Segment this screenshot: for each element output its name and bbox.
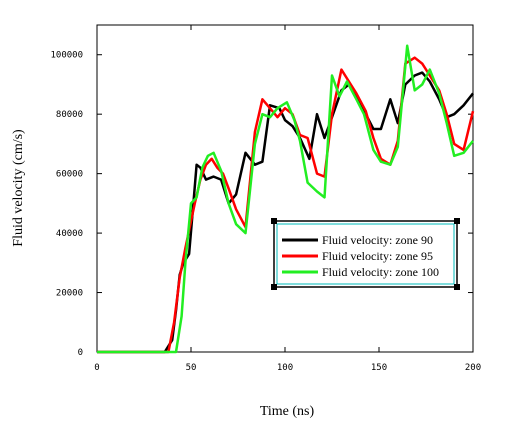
- legend-box-outer: [273, 220, 458, 288]
- x-tick-label: 200: [465, 363, 481, 373]
- x-axis-label: Time (ns): [260, 404, 315, 419]
- legend-box-inner: [276, 223, 455, 285]
- y-tick-label: 100000: [50, 51, 83, 61]
- x-tick-label: 150: [371, 363, 387, 373]
- legend-label-zone-95: Fluid velocity: zone 95: [322, 249, 433, 263]
- y-axis-label: Fluid velocity (cm/s): [11, 129, 26, 247]
- y-tick-label: 0: [78, 348, 83, 358]
- x-tick-label: 100: [277, 363, 293, 373]
- legend-label-zone-90: Fluid velocity: zone 90: [322, 233, 433, 247]
- y-tick-label: 20000: [56, 289, 83, 299]
- legend: Fluid velocity: zone 90 Fluid velocity: …: [271, 218, 460, 290]
- legend-handle[interactable]: [454, 218, 460, 224]
- y-tick-label: 40000: [56, 229, 83, 239]
- y-tick-label: 80000: [56, 110, 83, 120]
- x-tick-label: 50: [186, 363, 197, 373]
- series-line-2: [97, 44, 474, 354]
- legend-label-zone-100: Fluid velocity: zone 100: [322, 265, 439, 279]
- y-tick-label: 60000: [56, 170, 83, 180]
- legend-handle[interactable]: [271, 284, 277, 290]
- series-lines: [97, 44, 475, 354]
- x-tick-label: 0: [94, 363, 99, 373]
- axis-ticks: 0 50 100 150 200 0 20000 40000 60000 80000 100000: [50, 25, 481, 373]
- legend-handle[interactable]: [454, 284, 460, 290]
- legend-handle[interactable]: [271, 218, 277, 224]
